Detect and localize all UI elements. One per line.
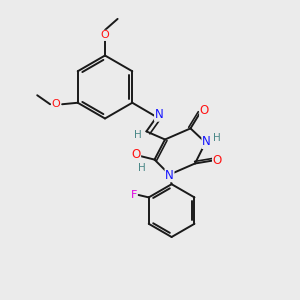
Text: O: O [52,99,61,109]
Text: N: N [165,169,174,182]
Text: O: O [213,154,222,167]
Text: H: H [213,133,221,143]
Text: O: O [200,104,209,117]
Text: N: N [154,108,164,121]
Text: O: O [131,148,140,161]
Text: H: H [134,130,142,140]
Text: N: N [202,135,211,148]
Text: O: O [100,30,109,40]
Text: H: H [138,163,146,173]
Text: F: F [130,190,137,200]
